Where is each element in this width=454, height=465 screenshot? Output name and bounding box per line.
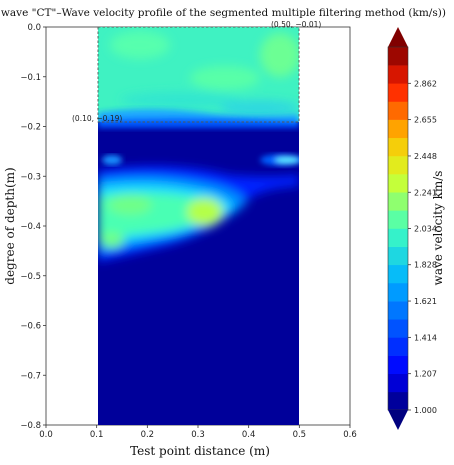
x-tick-label: 0.0 <box>39 430 53 440</box>
colorbar-band <box>388 155 408 175</box>
x-tick-label: 0.1 <box>90 430 104 440</box>
y-axis-label: degree of depth(m) <box>3 167 17 284</box>
colorbar-bands <box>388 47 408 411</box>
y-tick-label: 0.0 <box>27 23 41 33</box>
lens-region <box>98 155 299 262</box>
colorbar-ticks: 1.000 1.207 1.414 1.621 1.828 2.034 2.241 2.448… <box>408 79 437 415</box>
x-tick-label: 0.4 <box>242 430 256 440</box>
selection-start-label: (0.10, −0.19) <box>72 114 122 123</box>
colorbar-band <box>388 301 408 320</box>
colorbar-tick-label: 1.207 <box>414 370 437 379</box>
y-tick-label: −0.1 <box>20 73 41 83</box>
y-tick-label: −0.4 <box>20 222 41 232</box>
colorbar-tick-label: 1.621 <box>414 297 437 306</box>
heatmap-field <box>98 27 299 425</box>
x-axis-label: Test point distance (m) <box>130 444 270 458</box>
colorbar-band <box>388 264 408 284</box>
colorbar-tick-label: 2.655 <box>414 116 437 125</box>
colorbar-band <box>388 65 408 84</box>
mid-band-highlights <box>260 154 299 166</box>
chart-title: (surface wave "CT"–Wave velocity profile… <box>0 7 446 19</box>
colorbar-band <box>388 246 408 266</box>
top-layer-region <box>98 27 299 128</box>
colorbar-tick-label: 1.000 <box>414 406 437 415</box>
colorbar-band <box>388 137 408 157</box>
colorbar-label: wave velocity km/s <box>431 171 445 286</box>
colorbar-band <box>388 192 408 211</box>
x-tick-label: 0.3 <box>191 430 205 440</box>
colorbar-band <box>388 47 408 66</box>
selection-box <box>97 26 300 123</box>
colorbar-min-extend <box>388 410 408 430</box>
colorbar-band <box>388 282 408 302</box>
colorbar-tick-label: 2.862 <box>414 79 437 88</box>
x-tick-label: 0.2 <box>141 430 155 440</box>
colorbar-band <box>388 319 408 338</box>
y-tick-label: −0.6 <box>20 322 41 332</box>
colorbar: 1.000 1.207 1.414 1.621 1.828 2.034 2.241 2.448… <box>387 27 445 430</box>
colorbar-band <box>388 373 408 393</box>
colorbar-band <box>388 174 408 193</box>
x-axis-ticks: 0.0 0.1 0.2 0.3 0.4 0.5 0.6 <box>39 425 357 440</box>
y-tick-label: −0.2 <box>20 123 41 133</box>
x-tick-label: 0.5 <box>293 430 307 440</box>
y-tick-label: −0.8 <box>20 421 41 431</box>
y-tick-label: −0.3 <box>20 172 41 182</box>
y-tick-label: −0.7 <box>20 371 41 381</box>
y-axis-ticks: 0.0 −0.1 −0.2 −0.3 −0.4 −0.5 −0.6 −0.7 −0.8 <box>20 23 46 431</box>
y-tick-label: −0.5 <box>20 272 41 282</box>
colorbar-tick-label: 2.241 <box>414 188 437 197</box>
colorbar-tick-label: 2.034 <box>414 225 437 234</box>
colorbar-tick-label: 1.828 <box>414 261 437 270</box>
colorbar-band <box>388 355 408 374</box>
colorbar-band <box>388 101 408 120</box>
colorbar-band <box>388 210 408 229</box>
colorbar-band <box>388 119 408 139</box>
colorbar-band <box>388 83 408 102</box>
colorbar-tick-label: 1.414 <box>414 333 437 342</box>
x-tick-label: 0.6 <box>343 430 357 440</box>
selection-end-label: (0.50, −0.01) <box>271 20 321 29</box>
colorbar-band <box>388 337 408 356</box>
colorbar-band <box>388 391 408 411</box>
colorbar-max-extend <box>388 27 408 47</box>
colorbar-band <box>388 228 408 247</box>
colorbar-tick-label: 2.448 <box>414 152 437 161</box>
